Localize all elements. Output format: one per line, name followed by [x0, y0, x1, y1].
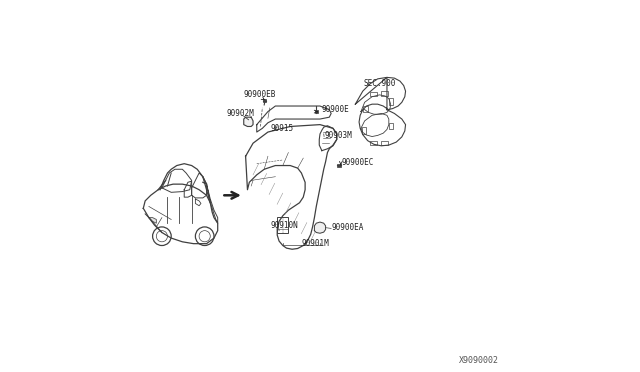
Bar	[370, 141, 377, 145]
Bar	[277, 217, 287, 232]
Text: 90903M: 90903M	[324, 131, 352, 140]
Bar	[362, 127, 366, 134]
Bar	[262, 99, 266, 102]
Text: 90900EB: 90900EB	[244, 90, 276, 99]
Text: 90900E: 90900E	[321, 105, 349, 113]
Polygon shape	[314, 222, 326, 233]
Text: SEC.900: SEC.900	[364, 78, 396, 87]
Bar	[381, 141, 388, 145]
Text: 90902M: 90902M	[227, 109, 254, 118]
Text: 90910N: 90910N	[271, 221, 299, 230]
Bar	[315, 110, 318, 113]
Text: X9090002: X9090002	[458, 356, 499, 365]
Polygon shape	[244, 117, 253, 126]
Polygon shape	[149, 218, 156, 223]
Bar	[389, 123, 393, 129]
Text: 90915: 90915	[271, 124, 294, 133]
Bar	[370, 92, 377, 96]
Bar	[381, 91, 388, 96]
Text: 90901M: 90901M	[301, 238, 329, 247]
Bar	[389, 98, 393, 105]
Bar	[337, 164, 341, 167]
Bar	[363, 106, 367, 112]
Text: 90900EA: 90900EA	[331, 223, 364, 232]
Text: 90900EC: 90900EC	[341, 158, 374, 167]
